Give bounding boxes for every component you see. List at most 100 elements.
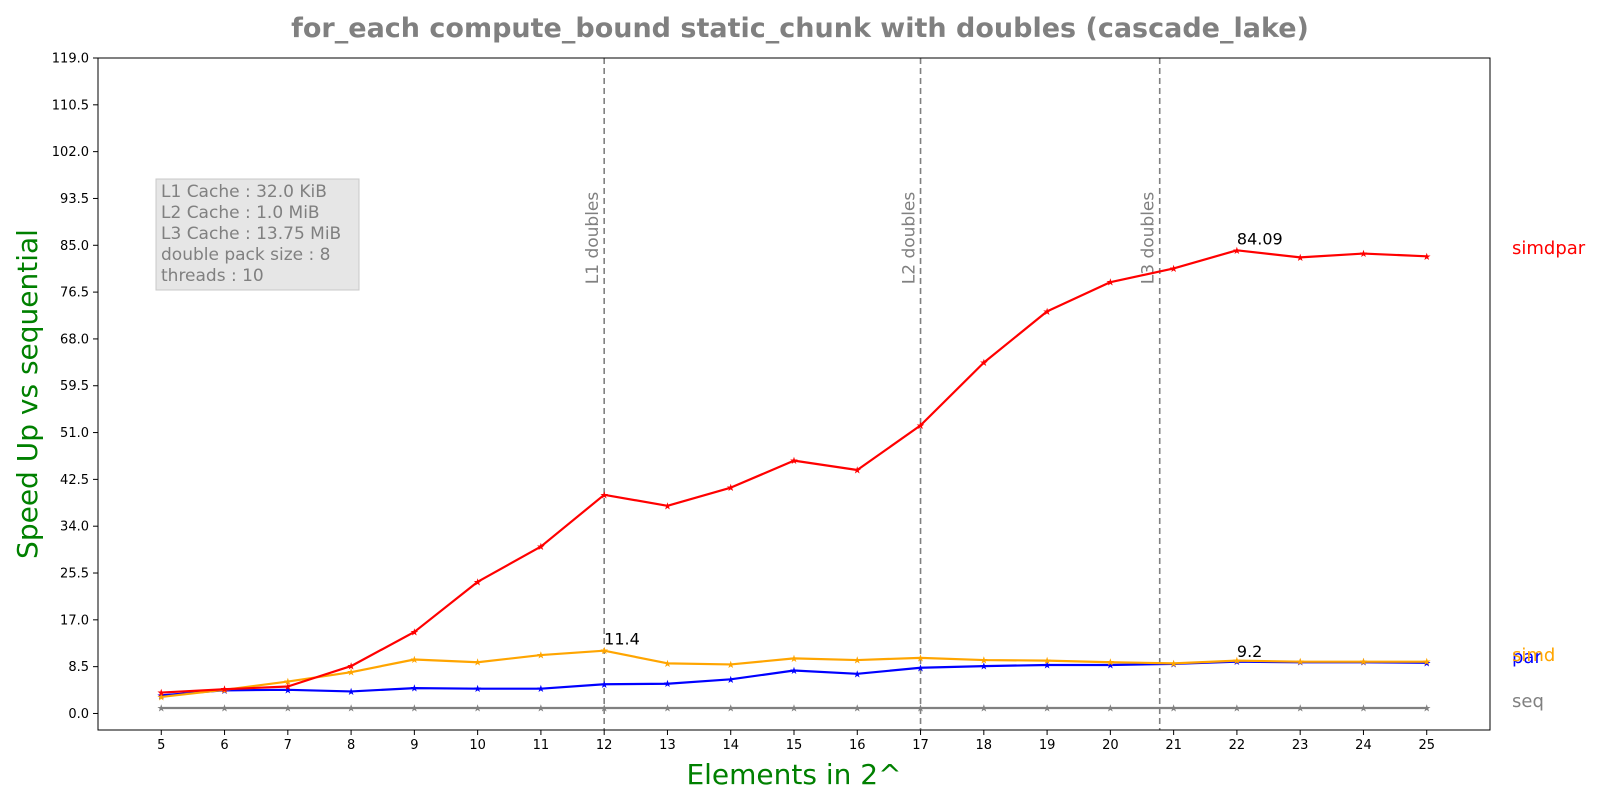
data-point-marker: ★ (790, 456, 799, 467)
y-tick-label: 25.5 (60, 567, 89, 582)
data-point-marker: ★ (536, 651, 545, 662)
data-point-marker: ★ (916, 663, 925, 674)
data-point-marker: ★ (1232, 656, 1241, 667)
cache-line-label: L1 doubles (583, 192, 603, 285)
data-point-marker: ★ (536, 703, 545, 714)
data-point-marker: ★ (1043, 661, 1052, 672)
data-point-marker: ★ (1043, 307, 1052, 318)
info-line: threads : 10 (161, 266, 264, 286)
data-point-marker: ★ (916, 703, 925, 714)
data-point-marker: ★ (283, 703, 292, 714)
y-tick-label: 51.0 (60, 426, 89, 441)
data-point-marker: ★ (1296, 703, 1305, 714)
x-tick-label: 20 (1102, 738, 1119, 753)
data-point-marker: ★ (726, 483, 735, 494)
y-tick-label: 0.0 (68, 707, 89, 722)
data-point-marker: ★ (473, 703, 482, 714)
y-tick-label: 85.0 (60, 239, 89, 254)
data-annotation: 9.2 (1237, 642, 1262, 661)
data-point-marker: ★ (157, 688, 166, 699)
data-point-marker: ★ (853, 466, 862, 477)
y-tick-label: 59.5 (60, 379, 89, 394)
x-tick-label: 9 (410, 738, 418, 753)
x-tick-label: 18 (976, 738, 993, 753)
y-tick-label: 76.5 (60, 286, 89, 301)
data-point-marker: ★ (1043, 656, 1052, 667)
data-point-marker: ★ (410, 684, 419, 695)
data-point-marker: ★ (347, 662, 356, 673)
data-point-marker: ★ (347, 703, 356, 714)
data-point-marker: ★ (979, 662, 988, 673)
data-point-marker: ★ (347, 687, 356, 698)
data-point-marker: ★ (157, 703, 166, 714)
data-point-marker: ★ (600, 490, 609, 501)
info-box-background (155, 178, 360, 291)
data-point-marker: ★ (1359, 249, 1368, 260)
cache-line-label: L2 doubles (900, 192, 920, 285)
data-point-marker: ★ (790, 654, 799, 665)
data-point-marker: ★ (283, 682, 292, 693)
data-point-marker: ★ (410, 627, 419, 638)
data-point-marker: ★ (853, 669, 862, 680)
data-point-marker: ★ (663, 703, 672, 714)
y-tick-label: 68.0 (60, 332, 89, 347)
data-point-marker: ★ (536, 542, 545, 553)
data-point-marker: ★ (220, 703, 229, 714)
y-axis-label: Speed Up vs sequential (11, 229, 44, 559)
data-point-marker: ★ (1043, 703, 1052, 714)
info-line: L3 Cache : 13.75 MiB (161, 224, 341, 244)
x-tick-label: 12 (596, 738, 613, 753)
data-point-marker: ★ (1169, 264, 1178, 275)
x-tick-label: 17 (912, 738, 929, 753)
data-point-marker: ★ (473, 577, 482, 588)
data-point-marker: ★ (1106, 278, 1115, 289)
x-tick-label: 21 (1165, 738, 1182, 753)
x-tick-label: 7 (284, 738, 292, 753)
data-annotation: 11.4 (604, 630, 640, 649)
data-point-marker: ★ (1422, 252, 1431, 263)
x-tick-label: 14 (722, 738, 739, 753)
x-tick-label: 25 (1418, 738, 1435, 753)
data-point-marker: ★ (1232, 703, 1241, 714)
data-point-marker: ★ (1359, 657, 1368, 668)
data-point-marker: ★ (220, 685, 229, 696)
data-point-marker: ★ (979, 703, 988, 714)
data-point-marker: ★ (473, 684, 482, 695)
data-point-marker: ★ (916, 653, 925, 664)
x-tick-label: 11 (533, 738, 550, 753)
chart-title: for_each compute_bound static_chunk with… (291, 13, 1309, 44)
data-point-marker: ★ (663, 659, 672, 670)
series-layer: ★ ★ ★ ★ ★ ★ ★ ★ ★ ★ ★ ★ ★ ★ ★ ★ ★ ★ ★ ★ ★ seq ★ ★ ★ ★ ★ ★ ★ ★ ★ ★ ★ ★ ★ ★ ★ ★… (157, 238, 1586, 714)
data-point-marker: ★ (157, 692, 166, 703)
data-point-marker: ★ (916, 421, 925, 432)
data-point-marker: ★ (1106, 703, 1115, 714)
data-point-marker: ★ (790, 703, 799, 714)
data-point-marker: ★ (1296, 657, 1305, 668)
data-point-marker: ★ (1106, 661, 1115, 672)
data-point-marker: ★ (536, 684, 545, 695)
data-point-marker: ★ (1422, 703, 1431, 714)
data-point-marker: ★ (410, 703, 419, 714)
data-point-marker: ★ (220, 685, 229, 696)
x-tick-label: 19 (1039, 738, 1056, 753)
x-tick-label: 8 (347, 738, 355, 753)
info-box: L1 Cache : 32.0 KiB L2 Cache : 1.0 MiB L… (155, 178, 360, 291)
info-line: double pack size : 8 (161, 245, 330, 265)
data-point-marker: ★ (1359, 658, 1368, 669)
x-tick-label: 10 (469, 738, 486, 753)
data-point-marker: ★ (853, 703, 862, 714)
annotation-layer: 11.4 84.09 9.2 (604, 229, 1283, 661)
y-tick-label: 119.0 (52, 52, 89, 67)
x-tick-label: 23 (1292, 738, 1309, 753)
series-label: par (1512, 647, 1542, 668)
y-tick-label: 34.0 (60, 520, 89, 535)
data-point-marker: ★ (1232, 657, 1241, 668)
data-point-marker: ★ (853, 656, 862, 667)
data-point-marker: ★ (283, 685, 292, 696)
data-point-marker: ★ (1422, 658, 1431, 669)
data-point-marker: ★ (979, 656, 988, 667)
y-tick-label: 102.0 (52, 145, 89, 160)
x-axis-label: Elements in 2^ (686, 758, 901, 791)
data-point-marker: ★ (726, 660, 735, 671)
